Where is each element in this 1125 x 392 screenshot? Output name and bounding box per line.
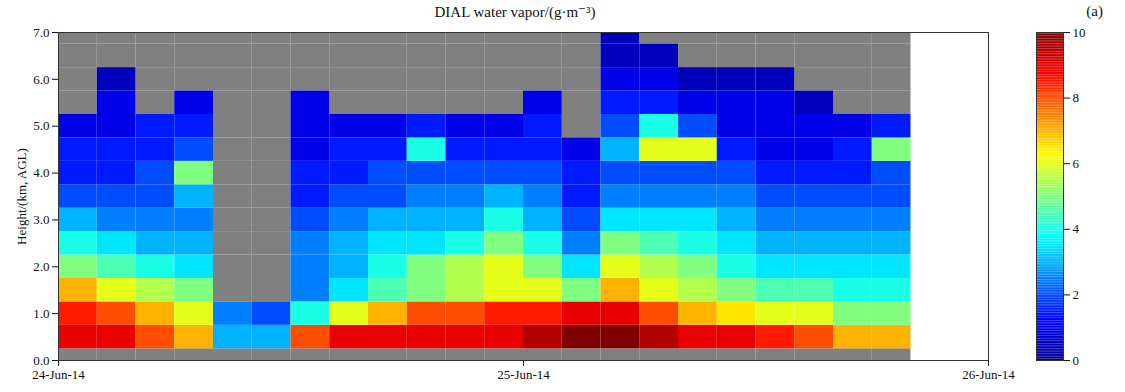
svg-text:4.0: 4.0	[33, 165, 49, 180]
svg-text:10: 10	[1073, 25, 1086, 40]
svg-text:7.0: 7.0	[33, 25, 49, 40]
svg-text:8: 8	[1073, 90, 1080, 105]
svg-text:6: 6	[1073, 156, 1080, 171]
svg-text:4: 4	[1073, 221, 1080, 236]
html-text:(a): (a)	[1086, 3, 1103, 19]
svg-text:25-Jun-14: 25-Jun-14	[497, 367, 550, 382]
svg-text:1.0: 1.0	[33, 306, 49, 321]
svg-text:0.0: 0.0	[33, 353, 49, 368]
html-text:DIAL water vapor/(g·m⁻³): DIAL water vapor/(g·m⁻³)	[434, 4, 596, 20]
svg-text:24-Jun-14: 24-Jun-14	[32, 367, 85, 382]
svg-text:2: 2	[1073, 287, 1080, 302]
svg-text:6.0: 6.0	[33, 72, 49, 87]
svg-text:Height/(km, AGL): Height/(km, AGL)	[14, 148, 29, 245]
svg-text:3.0: 3.0	[33, 212, 49, 227]
svg-text:26-Jun-14: 26-Jun-14	[962, 367, 1015, 382]
svg-text:2.0: 2.0	[33, 259, 49, 274]
svg-text:5.0: 5.0	[33, 118, 49, 133]
svg-text:0: 0	[1073, 353, 1080, 368]
